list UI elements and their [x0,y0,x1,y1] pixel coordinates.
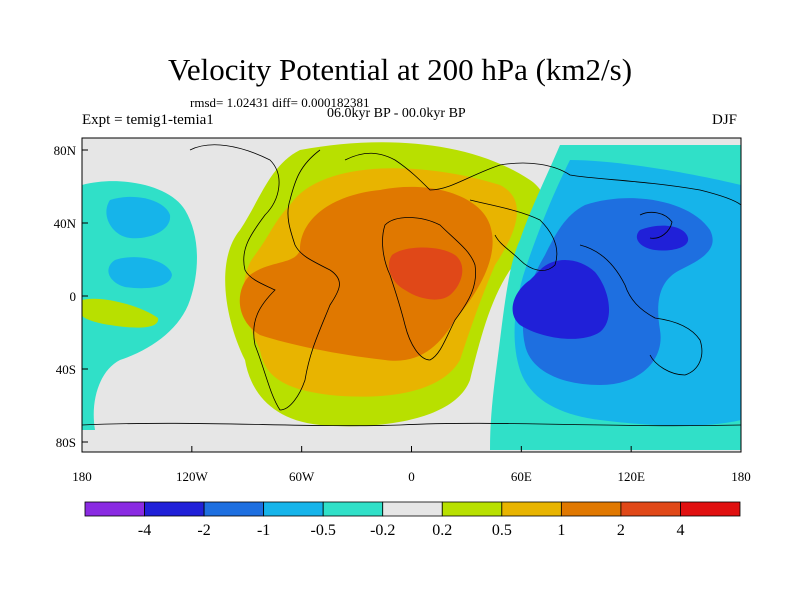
colorbar-swatch [382,501,443,517]
negative-contour-west-3 [108,257,172,289]
colorbar-swatch [144,501,205,517]
colorbar-label: -2 [197,522,210,539]
lon-tick-label: 120E [617,469,645,484]
chart-title: Velocity Potential at 200 hPa (km2/s) [167,52,633,87]
lon-tick-label: 60W [289,469,315,484]
negative-contour-5 [636,225,689,251]
colorbar-label: 2 [617,522,625,539]
negative-contour-4 [512,260,610,339]
colorbar-swatch [680,501,741,517]
lat-tick-label: 0 [70,289,77,304]
colorbar-swatch [263,501,324,517]
positive-contour-4 [388,247,463,300]
colorbar-swatch [322,501,384,517]
colorbar-label: -4 [138,522,151,539]
lon-tick-label: 120W [176,469,209,484]
stats-line: rmsd= 1.02431 diff= 0.000182381 [190,95,370,110]
lon-tick-label: 180 [72,469,92,484]
colorbar-label: 0.2 [432,522,452,539]
season-label: DJF [712,112,738,128]
lat-tick-label: 40N [54,216,77,231]
positive-contour-west [82,298,159,328]
colorbar-swatch [560,501,622,517]
lon-tick-label: 0 [408,469,415,484]
coastlines [82,144,741,427]
colorbar-swatch [441,501,503,517]
colorbar-swatch [501,501,562,517]
lat-tick-label: 40S [56,362,76,377]
colorbar-label: 4 [676,522,684,539]
colorbar-label: 1 [557,522,565,539]
colorbar: -4 -2 -1 -0.5 -0.2 0.2 0.5 1 2 4 [84,501,741,539]
colorbar-label: -0.2 [370,522,395,539]
lon-tick-label: 180 [731,469,751,484]
positive-contour-3 [239,186,493,361]
colorbar-label: -1 [257,522,270,539]
colorbar-label: 0.5 [492,522,512,539]
colorbar-swatch [620,501,681,517]
contour-field [82,138,741,452]
negative-contour-west [82,181,197,430]
experiment-label: Expt = temig1-temia1 [82,112,214,128]
colorbar-swatch [203,501,265,517]
longitude-axis: 180 120W 60W 0 60E 120E 180 [72,446,751,484]
period-label: 06.0kyr BP - 00.0kyr BP [327,106,466,121]
colorbar-label: -0.5 [311,522,336,539]
latitude-axis: 80N 40N 0 40S 80S [54,143,88,450]
colorbar-swatch [84,501,145,517]
lon-tick-label: 60E [511,469,532,484]
lat-tick-label: 80N [54,143,77,158]
lat-tick-label: 80S [56,435,76,450]
negative-contour-west-2 [106,196,171,239]
